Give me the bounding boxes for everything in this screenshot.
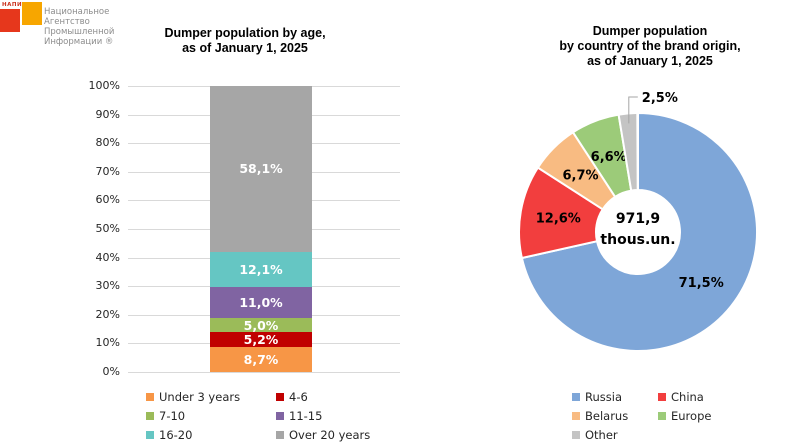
y-axis-tick-label: 0% <box>102 365 120 378</box>
legend-label: 7-10 <box>159 408 186 423</box>
legend-label: 4-6 <box>289 389 308 404</box>
donut-center-label: 971,9 thous.un. <box>600 211 676 248</box>
donut-slice-label: 2,5% <box>642 91 678 106</box>
donut-chart-title: Dumper population by country of the bran… <box>559 24 741 68</box>
legend-swatch <box>658 392 666 401</box>
bar-chart-legend: Under 3 years 4-6 7-10 11-15 16-20 Over 20 ye… <box>146 389 371 442</box>
legend-item-europe: Europe <box>658 408 712 423</box>
gridline <box>128 372 400 373</box>
stacked-bar: 8,7% 5,2% 5,0% 11,0% 12,1% 58,1% <box>210 85 312 372</box>
bar-segment-label: 5,2% <box>243 332 279 348</box>
legend-label: Europe <box>671 408 712 423</box>
y-axis-tick-label: 20% <box>95 307 120 321</box>
legend-item-under-3-years: Under 3 years <box>146 389 276 404</box>
napi-logo: НАПИ Национальное Агентство Промышленной… <box>0 0 150 60</box>
legend-label: Over 20 years <box>289 427 371 442</box>
legend-swatch <box>572 392 580 401</box>
legend-item-7-10: 7-10 <box>146 408 276 423</box>
bar-segment-16-20: 12,1% <box>210 251 312 287</box>
bar-chart-plot: 0% 10% 20% 30% 40% 50% 60% 70% 80% 90% 100% 8,7% 5,2… <box>78 79 405 390</box>
bar-segment-label: 58,1% <box>239 161 283 177</box>
bar-segment-label: 5,0% <box>243 317 279 333</box>
donut-slice-label: 71,5% <box>679 276 724 291</box>
bar-segment-label: 11,0% <box>239 294 283 310</box>
donut-chart: 71,5% 12,6% 6,7% 6,6% 2,5% <box>518 91 758 352</box>
legend-swatch <box>276 392 284 401</box>
bar-segment-under-3-years: 8,7% <box>210 347 312 372</box>
legend-label: Other <box>585 427 618 442</box>
legend-swatch <box>572 430 580 439</box>
legend-label: Belarus <box>585 408 629 423</box>
donut-leader-line <box>628 96 638 124</box>
logo-brand-text: НАПИ <box>2 2 23 8</box>
donut-slice-label: 12,6% <box>536 211 581 226</box>
y-axis-tick-label: 70% <box>95 164 120 178</box>
donut-chart-legend: Russia China Belarus Europe Other <box>572 389 712 442</box>
legend-swatch <box>146 392 154 401</box>
bar-segment-4-6: 5,2% <box>210 332 312 347</box>
legend-label: Russia <box>585 389 622 404</box>
y-axis-tick-label: 50% <box>95 222 120 235</box>
donut-slice-russia <box>520 111 758 352</box>
bar-chart-title: Dumper population by age, as of January … <box>164 26 326 55</box>
bar-segment-label: 8,7% <box>243 352 279 368</box>
legend-item-china: China <box>658 389 711 404</box>
legend-label: Under 3 years <box>159 389 241 404</box>
y-axis-tick-label: 10% <box>95 336 120 350</box>
legend-item-russia: Russia <box>572 389 658 404</box>
donut-slice-label: 6,7% <box>562 168 598 183</box>
y-axis-tick-label: 90% <box>95 107 120 121</box>
legend-swatch <box>146 411 154 420</box>
legend-swatch <box>572 411 580 420</box>
legend-item-over-20-years: Over 20 years <box>276 427 371 442</box>
bar-segment-label: 12,1% <box>239 261 283 277</box>
legend-label: 11-15 <box>289 408 323 423</box>
y-axis-tick-label: 60% <box>95 193 120 207</box>
legend-swatch <box>276 430 284 439</box>
bar-segment-over-20-years: 58,1% <box>210 85 312 252</box>
legend-item-11-15: 11-15 <box>276 408 370 423</box>
logo-red-square <box>0 9 20 32</box>
logo-orange-square <box>22 2 42 25</box>
donut-slice-label: 6,6% <box>591 150 627 165</box>
legend-swatch <box>658 411 666 420</box>
legend-swatch <box>146 430 154 439</box>
y-axis-tick-label: 30% <box>95 279 120 293</box>
donut-slice-other <box>617 111 639 192</box>
legend-label: China <box>671 389 704 404</box>
y-axis-tick-label: 40% <box>95 250 120 264</box>
logo-agency-name: Национальное Агентство Промышленной Инфо… <box>44 7 115 47</box>
bar-segment-7-10: 5,0% <box>210 317 312 333</box>
legend-item-16-20: 16-20 <box>146 427 276 442</box>
y-axis-tick-label: 80% <box>95 136 120 150</box>
legend-item-belarus: Belarus <box>572 408 658 423</box>
legend-item-4-6: 4-6 <box>276 389 370 404</box>
legend-swatch <box>276 411 284 420</box>
y-axis-tick-label: 100% <box>88 79 120 92</box>
legend-label: 16-20 <box>159 427 193 442</box>
legend-item-other: Other <box>572 427 658 442</box>
bar-segment-11-15: 11,0% <box>210 286 312 318</box>
